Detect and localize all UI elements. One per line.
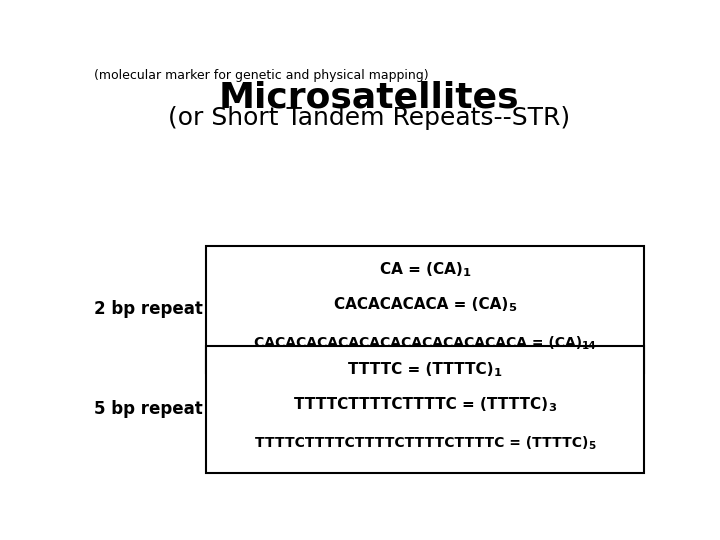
Text: TTTTC = (TTTTC): TTTTC = (TTTTC) bbox=[348, 362, 494, 377]
Text: (molecular marker for genetic and physical mapping): (molecular marker for genetic and physic… bbox=[94, 69, 428, 82]
Text: CACACACACACACACACACACACACA = (CA): CACACACACACACACACACACACACA = (CA) bbox=[254, 336, 582, 350]
Text: (or Short Tandem Repeats--STR): (or Short Tandem Repeats--STR) bbox=[168, 106, 570, 130]
Bar bbox=[206, 346, 644, 473]
Text: 5: 5 bbox=[508, 303, 516, 313]
Text: TTTTCTTTTCTTTTC = (TTTTC): TTTTCTTTTCTTTTC = (TTTTC) bbox=[294, 397, 548, 413]
Text: CACACACACA = (CA): CACACACACA = (CA) bbox=[334, 298, 508, 312]
Text: 5: 5 bbox=[588, 441, 595, 451]
Text: 2 bp repeat: 2 bp repeat bbox=[94, 300, 202, 318]
Bar bbox=[206, 246, 644, 373]
Text: 14: 14 bbox=[582, 341, 597, 352]
Text: CA = (CA): CA = (CA) bbox=[380, 262, 462, 276]
Text: 1: 1 bbox=[494, 368, 502, 378]
Text: Microsatellites: Microsatellites bbox=[219, 80, 519, 114]
Text: 5 bp repeat: 5 bp repeat bbox=[94, 400, 202, 418]
Text: 3: 3 bbox=[548, 403, 556, 414]
Text: 1: 1 bbox=[462, 268, 471, 278]
Text: TTTTCTTTTCTTTTCTTTTCTTTTC = (TTTTC): TTTTCTTTTCTTTTCTTTTCTTTTC = (TTTTC) bbox=[255, 436, 588, 450]
